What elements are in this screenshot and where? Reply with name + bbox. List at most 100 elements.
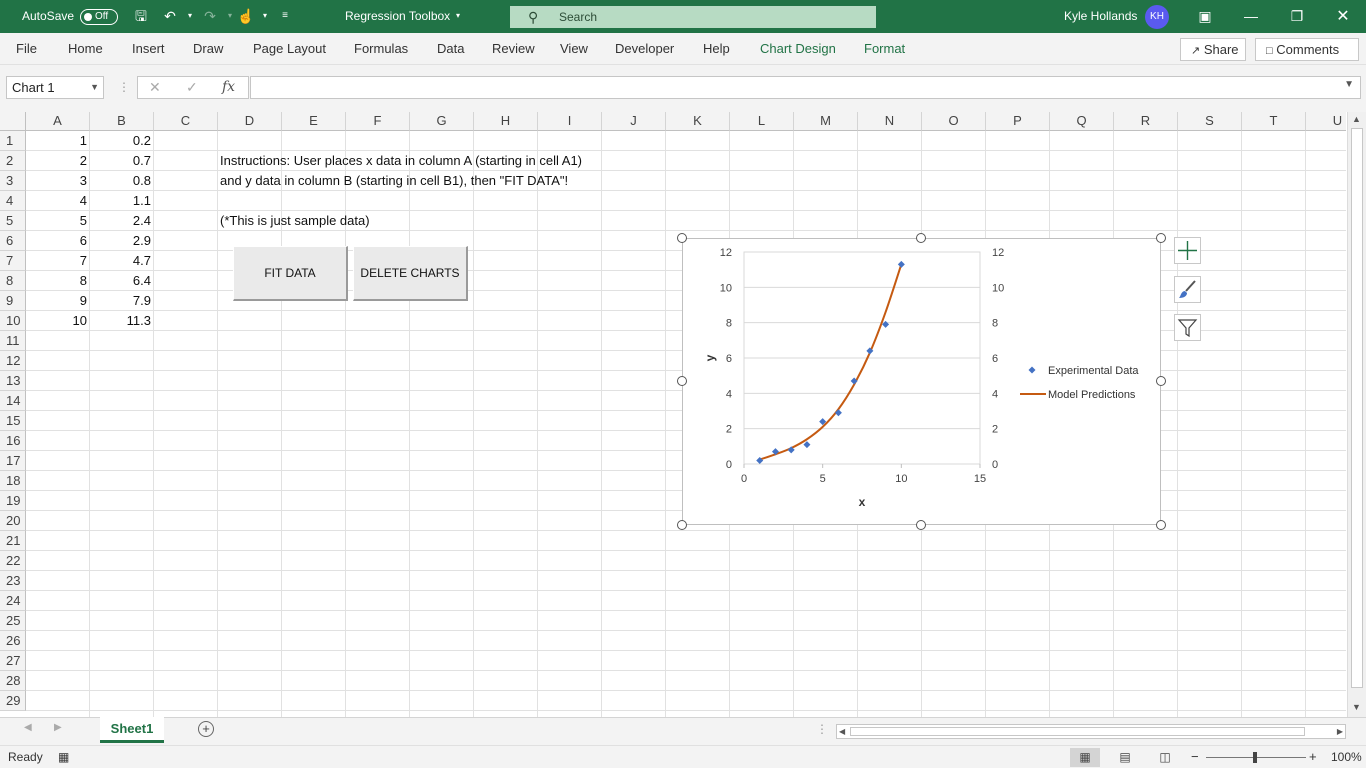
zoom-slider-thumb[interactable] (1253, 752, 1257, 763)
cell-b2[interactable]: 0.7 (132, 153, 151, 168)
split-grip-icon[interactable]: ⋮ (816, 722, 828, 736)
name-box[interactable]: Chart 1 ▼ (6, 76, 104, 99)
zoom-level[interactable]: 100% (1331, 750, 1362, 764)
column-header-d[interactable]: D (218, 112, 282, 131)
tab-formulas[interactable]: Formulas (354, 41, 409, 56)
row-header-26[interactable]: 26 (0, 631, 26, 651)
resize-handle-bottom-right[interactable] (1156, 520, 1166, 530)
share-button[interactable]: ↗ Share (1180, 38, 1246, 61)
column-header-q[interactable]: Q (1050, 112, 1114, 131)
column-header-f[interactable]: F (346, 112, 410, 131)
column-header-a[interactable]: A (26, 112, 90, 131)
macro-record-icon[interactable]: ▦ (58, 750, 70, 764)
tab-draw[interactable]: Draw (193, 41, 224, 56)
row-header-6[interactable]: 6 (0, 231, 26, 251)
row-header-11[interactable]: 11 (0, 331, 26, 351)
row-header-8[interactable]: 8 (0, 271, 26, 291)
touch-mode-icon[interactable]: ☝ (237, 8, 255, 24)
tab-page-layout[interactable]: Page Layout (253, 41, 327, 56)
expand-formula-icon[interactable]: ▼ (1344, 79, 1354, 90)
prev-sheet-icon[interactable]: ◀ (24, 722, 32, 733)
scroll-up-icon[interactable]: ▲ (1352, 114, 1361, 124)
column-header-n[interactable]: N (858, 112, 922, 131)
row-header-15[interactable]: 15 (0, 411, 26, 431)
column-header-s[interactable]: S (1178, 112, 1242, 131)
resize-handle-right[interactable] (1156, 376, 1166, 386)
sample-data-note[interactable]: (*This is just sample data) (220, 213, 370, 228)
row-header-12[interactable]: 12 (0, 351, 26, 371)
tab-file[interactable]: File (16, 41, 37, 56)
row-header-22[interactable]: 22 (0, 551, 26, 571)
cell-a7[interactable]: 7 (79, 253, 87, 268)
column-header-l[interactable]: L (730, 112, 794, 131)
scroll-left-icon[interactable]: ◀ (839, 727, 846, 736)
row-header-28[interactable]: 28 (0, 671, 26, 691)
zoom-out-icon[interactable]: − (1191, 749, 1199, 764)
title-dropdown-icon[interactable]: ▾ (455, 11, 460, 20)
resize-handle-top[interactable] (916, 233, 926, 243)
page-break-view-icon[interactable]: ◫ (1159, 750, 1171, 764)
horizontal-scrollbar[interactable]: ◀ ▶ (836, 724, 1346, 739)
zoom-in-icon[interactable]: + (1309, 749, 1317, 764)
ribbon-display-icon[interactable]: ▣ (1198, 8, 1212, 24)
row-header-7[interactable]: 7 (0, 251, 26, 271)
formula-input[interactable]: ▼ (250, 76, 1361, 99)
column-header-o[interactable]: O (922, 112, 986, 131)
column-header-p[interactable]: P (986, 112, 1050, 131)
row-header-29[interactable]: 29 (0, 691, 26, 711)
sheet-tab-sheet1[interactable]: Sheet1 (100, 717, 164, 743)
avatar[interactable]: KH (1145, 5, 1169, 29)
chevron-down-icon[interactable]: ▼ (90, 82, 99, 92)
column-header-u[interactable]: U (1306, 112, 1346, 131)
close-icon[interactable]: ✕ (1336, 8, 1350, 25)
row-header-25[interactable]: 25 (0, 611, 26, 631)
row-header-9[interactable]: 9 (0, 291, 26, 311)
next-sheet-icon[interactable]: ▶ (54, 722, 62, 733)
scroll-right-icon[interactable]: ▶ (1336, 727, 1343, 736)
row-header-5[interactable]: 5 (0, 211, 26, 231)
column-header-r[interactable]: R (1114, 112, 1178, 131)
tab-developer[interactable]: Developer (615, 41, 675, 56)
cell-b4[interactable]: 1.1 (132, 193, 151, 208)
column-header-h[interactable]: H (474, 112, 538, 131)
column-header-g[interactable]: G (410, 112, 474, 131)
column-header-k[interactable]: K (666, 112, 730, 131)
column-header-t[interactable]: T (1242, 112, 1306, 131)
chart-area[interactable]: 0 0 2 2 4 4 6 6 8 8 10 10 12 12 0 5 10 15 x y Experimental D… (682, 238, 1161, 525)
row-header-16[interactable]: 16 (0, 431, 26, 451)
cell-a9[interactable]: 9 (79, 293, 87, 308)
cell-a1[interactable]: 1 (79, 133, 87, 148)
select-all-corner[interactable] (0, 112, 26, 131)
page-layout-view-icon[interactable]: ▤ (1119, 750, 1131, 764)
row-header-24[interactable]: 24 (0, 591, 26, 611)
row-header-14[interactable]: 14 (0, 391, 26, 411)
resize-handle-top-right[interactable] (1156, 233, 1166, 243)
row-header-10[interactable]: 10 (0, 311, 26, 331)
cell-b9[interactable]: 7.9 (132, 293, 151, 308)
row-header-21[interactable]: 21 (0, 531, 26, 551)
tab-format[interactable]: Format (864, 41, 906, 56)
normal-view-icon[interactable]: ▦ (1070, 748, 1100, 767)
cancel-icon[interactable]: ✕ (149, 79, 161, 95)
resize-handle-top-left[interactable] (677, 233, 687, 243)
resize-handle-bottom[interactable] (916, 520, 926, 530)
cell-b1[interactable]: 0.2 (132, 133, 151, 148)
insert-function-icon[interactable]: fx (222, 79, 236, 95)
tab-review[interactable]: Review (492, 41, 535, 56)
minimize-icon[interactable]: — (1244, 8, 1258, 24)
resize-handle-bottom-left[interactable] (677, 520, 687, 530)
cell-a8[interactable]: 8 (79, 273, 87, 288)
redo-dropdown-icon[interactable]: ▾ (227, 11, 232, 20)
comments-button[interactable]: □ Comments (1255, 38, 1359, 61)
cell-b10[interactable]: 11.3 (126, 313, 151, 328)
cell-a10[interactable]: 10 (72, 313, 87, 328)
column-header-e[interactable]: E (282, 112, 346, 131)
column-header-b[interactable]: B (90, 112, 154, 131)
add-sheet-icon[interactable]: + (198, 721, 214, 737)
tab-insert[interactable]: Insert (132, 41, 165, 56)
row-header-2[interactable]: 2 (0, 151, 26, 171)
delete-charts-button[interactable]: DELETE CHARTS (353, 246, 468, 301)
chart-filters-button[interactable] (1174, 314, 1201, 341)
restore-icon[interactable]: ❐ (1290, 8, 1304, 24)
